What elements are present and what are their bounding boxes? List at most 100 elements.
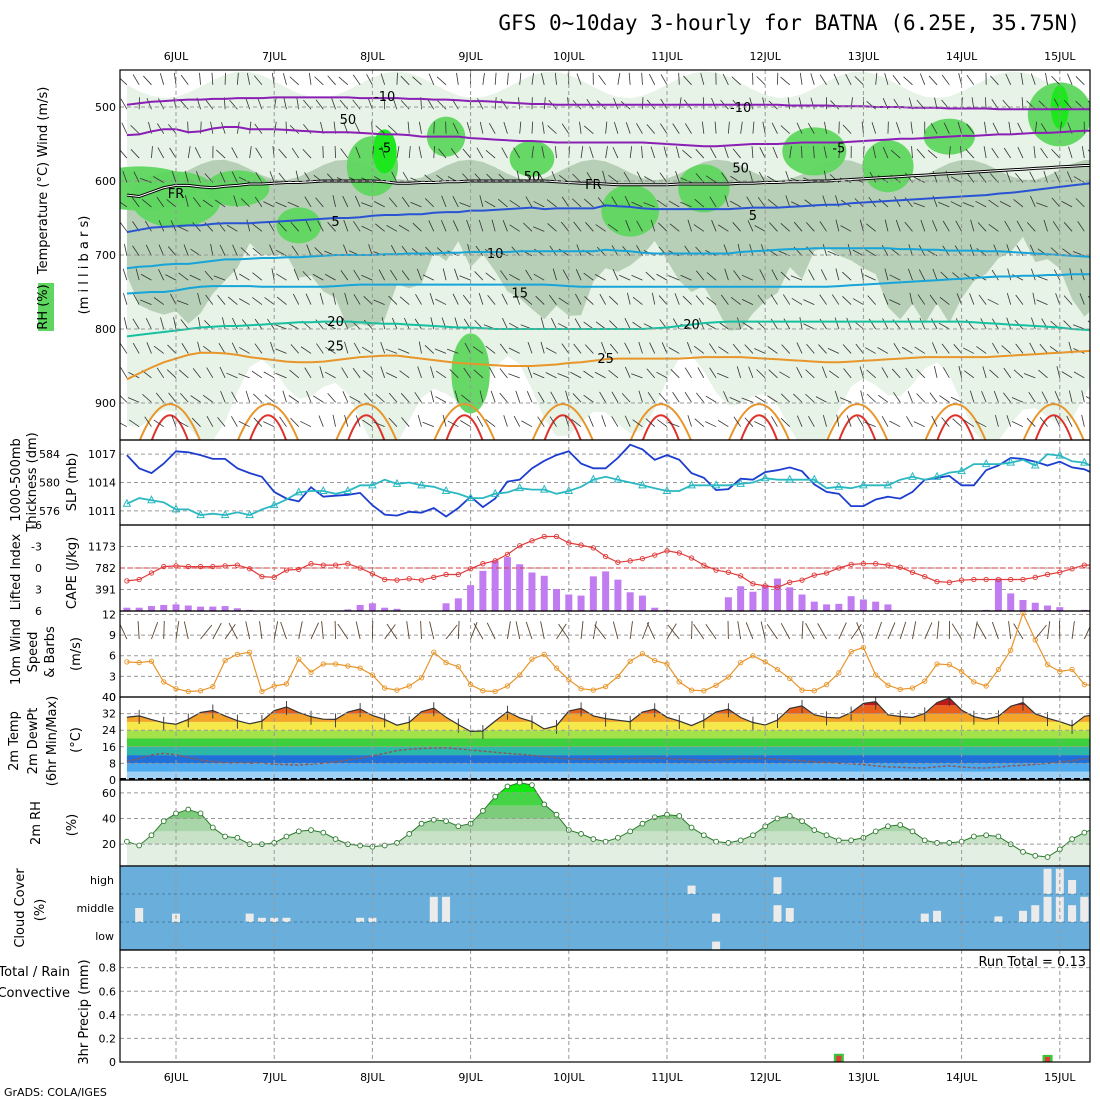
wind-barb xyxy=(276,296,287,305)
wind-barb xyxy=(981,391,987,403)
wind-barb xyxy=(312,273,324,281)
wind-barb xyxy=(275,201,287,208)
wind-barb xyxy=(332,414,336,427)
wind10m-barb xyxy=(629,621,633,640)
precip-total-label: Total / Rain xyxy=(0,965,70,980)
wind-barb xyxy=(632,296,643,305)
wind-barb xyxy=(166,369,177,379)
wind10m-barb xyxy=(1034,624,1047,640)
wind-barb xyxy=(893,392,901,403)
wind-barb xyxy=(684,391,692,403)
wind-barb xyxy=(1013,199,1024,208)
rh2m-marker xyxy=(504,783,511,790)
wind-barb xyxy=(339,99,349,110)
wind-barb xyxy=(585,222,594,232)
wind-barb xyxy=(842,124,852,134)
wind10m-barb xyxy=(525,621,533,640)
wind-barb xyxy=(238,373,250,379)
wind-barb xyxy=(770,294,778,305)
lifted-index-marker xyxy=(860,561,867,567)
warm-contour xyxy=(543,414,582,440)
lifted-index-marker xyxy=(148,570,155,576)
wind-barb xyxy=(793,393,803,403)
wind10m-marker xyxy=(676,679,682,685)
wind10m-marker xyxy=(922,678,928,684)
wind-barb xyxy=(833,73,840,85)
wind-barb xyxy=(724,268,729,281)
wind-barb xyxy=(239,347,250,354)
cape-bar xyxy=(761,585,769,611)
wind-barb xyxy=(199,72,201,85)
wind-barb xyxy=(342,391,349,403)
cape-bar xyxy=(442,603,450,611)
wind-barb xyxy=(609,320,619,330)
rh2m-marker xyxy=(909,828,916,835)
wind-barb xyxy=(416,268,422,281)
wind-barb xyxy=(342,317,349,330)
wind-barb xyxy=(401,196,410,208)
wind-barb xyxy=(843,368,852,379)
wind-barb xyxy=(697,367,705,379)
wind-barb xyxy=(343,219,349,232)
wind-barb xyxy=(185,195,189,207)
wind-barb xyxy=(158,269,165,281)
wind-barb xyxy=(931,342,938,354)
wind-barb xyxy=(607,223,619,232)
wind-barb xyxy=(1073,324,1085,330)
wind-barb xyxy=(632,321,643,330)
wind10m-barb xyxy=(737,621,742,640)
wind-barb xyxy=(572,393,582,403)
lifted-index-marker xyxy=(958,577,965,583)
wind-barb xyxy=(206,416,214,427)
rh2m-marker xyxy=(308,827,314,833)
contour-label: 25 xyxy=(597,352,614,367)
ytick-temp: 32 xyxy=(102,708,116,721)
wind-barb xyxy=(140,299,152,305)
wind-barb xyxy=(386,225,398,232)
wind-barb xyxy=(819,221,827,232)
wind10m-barb xyxy=(420,621,422,640)
wind-barb xyxy=(531,72,534,85)
wind-barb xyxy=(537,391,545,403)
wind-barb xyxy=(596,246,606,257)
wind-barb xyxy=(1091,367,1097,377)
wind-barb xyxy=(1015,172,1024,183)
wind-barb xyxy=(669,223,680,232)
lifted-index-marker xyxy=(467,566,474,572)
rh-band-mid xyxy=(126,159,1090,331)
wind10m-barb xyxy=(666,623,677,640)
wind-barb xyxy=(942,367,950,379)
wind-barb xyxy=(459,275,471,281)
wind-barb xyxy=(1008,121,1012,134)
cape-bar xyxy=(577,595,585,611)
cloud-patch xyxy=(933,910,942,922)
rh2m-marker xyxy=(897,822,904,828)
wind10m-marker xyxy=(1057,668,1063,675)
day-label-bottom: 6JUL xyxy=(164,1071,189,1084)
wind-barb xyxy=(306,390,312,403)
series-line xyxy=(126,453,1090,517)
thickness-marker xyxy=(196,510,205,519)
cloud-patch xyxy=(1031,905,1040,922)
wind10m-marker xyxy=(811,688,817,694)
wind-barb xyxy=(810,73,815,85)
lifted-index-marker xyxy=(332,562,339,568)
wind-barb xyxy=(793,221,803,232)
ytick-temp: 40 xyxy=(102,691,116,704)
wind-barb xyxy=(732,343,741,354)
wind-barb xyxy=(417,366,422,378)
wind-barb xyxy=(537,416,545,427)
wind-barb xyxy=(642,97,644,110)
wind-barb xyxy=(319,292,324,305)
wind-barb xyxy=(373,200,385,208)
wind-barb xyxy=(966,74,975,86)
wind-barb xyxy=(638,341,643,354)
temp-band xyxy=(126,730,1090,739)
wind10m-barb xyxy=(580,621,584,640)
wind-barb xyxy=(526,391,533,403)
lifted-index-marker xyxy=(283,567,290,573)
wind-barb xyxy=(507,72,509,85)
footer-credit: GrADS: COLA/IGES xyxy=(4,1086,107,1099)
lifted-index-marker xyxy=(1094,563,1098,567)
wind-barb xyxy=(415,294,422,305)
